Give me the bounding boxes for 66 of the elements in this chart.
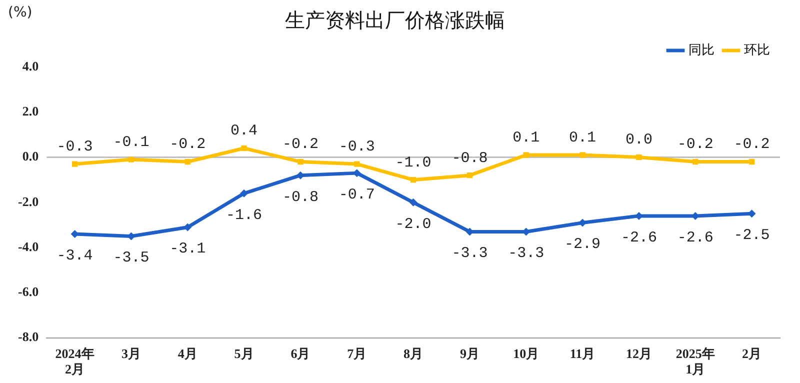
data-label: -0.3 [56,138,93,156]
x-tick-label: 6月 [290,346,310,361]
data-label: -0.2 [170,136,206,154]
legend-label: 同比 [688,42,714,58]
data-label: -3.4 [56,247,93,264]
point [354,161,360,167]
point [692,158,698,165]
point [636,154,642,160]
point [410,177,416,183]
data-label: -0.2 [677,136,714,154]
legend-label: 环比 [744,42,770,58]
y-tick-label: 2.0 [22,103,39,118]
data-label: -0.2 [734,136,770,154]
data-label: -2.5 [734,227,770,244]
point [580,152,586,158]
chart-title: 生产资料出厂价格涨跌幅 [285,8,505,32]
x-tick-label: 2025年 1月 [676,346,715,377]
data-label: -0.7 [338,186,375,204]
x-tick-label: 10月 [513,346,540,361]
point [72,161,78,167]
data-label: -1.6 [226,206,262,224]
data-label: -3.3 [508,245,544,262]
point [184,223,192,232]
y-axis-title: (%) [8,4,32,21]
data-label: 0.1 [512,129,540,146]
data-label: 0.1 [569,129,596,146]
point [466,172,473,178]
x-tick-label: 5月 [234,346,254,361]
x-tick-label: 4月 [178,346,198,361]
y-tick-label: -2.0 [18,194,39,209]
x-tick-label: 12月 [626,346,652,361]
y-tick-label: 4.0 [22,58,39,74]
point [748,158,755,165]
data-label: -3.5 [113,250,150,267]
data-label: -2.0 [395,216,432,233]
data-label: 0.4 [230,122,258,140]
data-label: -3.1 [170,240,206,258]
data-label: -2.6 [677,229,714,246]
y-tick-label: 0.0 [22,148,39,164]
data-label: -0.8 [282,188,318,206]
data-label: -2.9 [564,236,601,254]
x-tick-label: 2024年 2月 [55,346,94,377]
point [241,145,247,152]
data-label: -0.2 [282,136,318,154]
data-label: -2.6 [620,229,657,246]
data-label: -0.1 [113,134,150,151]
data-label: 0.0 [625,132,652,149]
point [298,158,304,165]
x-tick-label: 11月 [570,346,596,361]
point [128,156,134,162]
x-tick-label: 8月 [404,346,424,361]
y-tick-label: -8.0 [18,329,39,344]
point [523,152,529,158]
point [184,158,190,165]
data-label: -0.3 [338,138,375,156]
data-label: -3.3 [452,245,488,262]
x-tick-label: 7月 [347,346,367,361]
x-tick-label: 2月 [742,346,762,361]
x-tick-label: 9月 [460,346,480,361]
x-tick-label: 3月 [121,346,141,361]
data-label: -1.0 [395,154,432,172]
y-tick-label: -4.0 [18,238,39,254]
point [409,198,418,206]
y-tick-label: -6.0 [18,284,39,300]
point [240,189,248,198]
data-label: -0.8 [452,150,488,167]
